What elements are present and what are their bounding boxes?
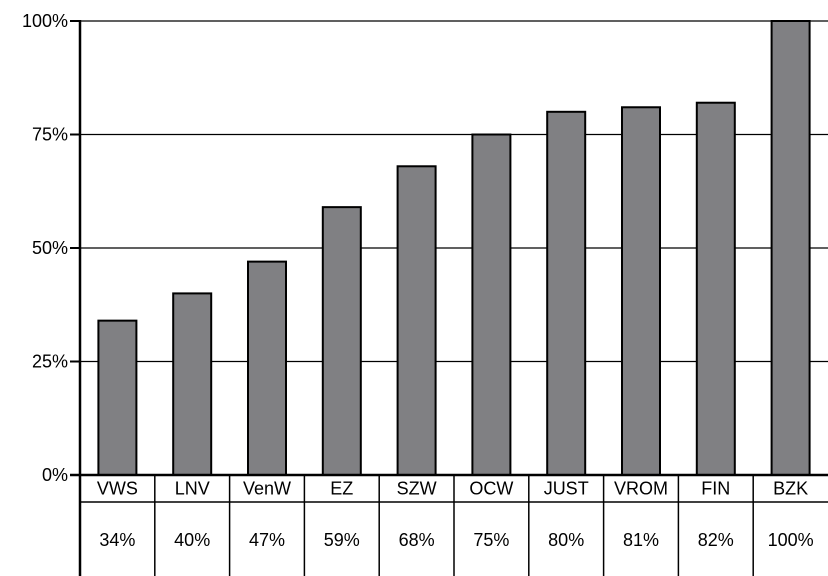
bar-just (546, 110, 587, 477)
category-label: BZK (773, 479, 808, 499)
bars (97, 20, 811, 477)
category-label: VWS (97, 479, 138, 499)
bar-bzk (770, 20, 811, 476)
category-label: SZW (397, 479, 437, 499)
value-label: 40% (174, 530, 210, 550)
category-label: FIN (701, 479, 730, 499)
axes (70, 20, 828, 576)
category-label: VROM (614, 479, 668, 499)
category-label: EZ (330, 479, 353, 499)
y-tick-label: 100% (22, 11, 68, 31)
value-label: 47% (249, 530, 285, 550)
y-tick-label: 25% (32, 352, 68, 372)
bar-fin (695, 101, 736, 476)
bar-lnv (172, 292, 213, 476)
value-label: 80% (548, 530, 584, 550)
bar-vrom (621, 106, 661, 476)
value-label: 68% (399, 530, 435, 550)
bar-ocw (471, 133, 512, 476)
bar-vws (97, 319, 138, 477)
value-label: 82% (698, 530, 734, 550)
category-label: LNV (175, 479, 210, 499)
value-label: 75% (473, 530, 509, 550)
value-label: 34% (99, 530, 135, 550)
value-label: 81% (623, 530, 659, 550)
category-label: VenW (243, 479, 291, 499)
bar-venw (247, 260, 287, 476)
y-tick-label: 0% (42, 465, 68, 485)
y-tick-labels: 0% 25% 50% 75% 100% (22, 11, 68, 485)
value-label: 100% (768, 530, 814, 550)
bar-ez (321, 206, 362, 476)
category-label: OCW (469, 479, 513, 499)
y-tick-label: 75% (32, 125, 68, 145)
value-label: 59% (324, 530, 360, 550)
category-label: JUST (544, 479, 589, 499)
data-table: VWS 34% LNV 40% VenW 47% EZ 59% SZW 68% OCW 75% JUST… (80, 475, 828, 576)
y-tick-label: 50% (32, 238, 68, 258)
bar-szw (396, 165, 437, 476)
